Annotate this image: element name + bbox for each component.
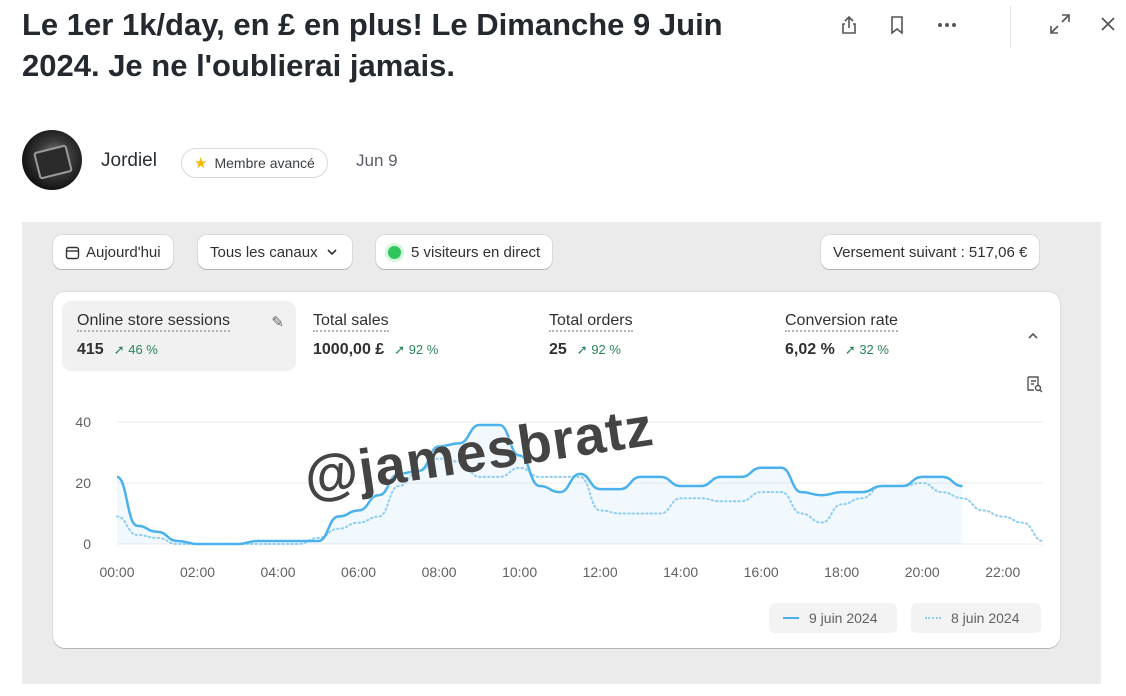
metric-total-sales[interactable]: Total sales 1000,00 £ ➚ 92 % bbox=[298, 301, 532, 371]
metric-label: Online store sessions bbox=[77, 312, 230, 332]
metric-conversion-rate[interactable]: Conversion rate 6,02 % ➚ 32 % bbox=[770, 301, 1004, 371]
channel-filter-button[interactable]: Tous les canaux bbox=[198, 235, 352, 269]
next-payout-button[interactable]: Versement suivant : 517,06 € bbox=[821, 235, 1040, 269]
y-tick-label: 40 bbox=[75, 414, 91, 430]
series-line-current bbox=[116, 423, 963, 546]
bookmark-icon[interactable] bbox=[880, 10, 914, 40]
metric-value: 1000,00 £ bbox=[313, 341, 385, 358]
analyze-report-icon[interactable] bbox=[1024, 374, 1044, 399]
next-payout-label: Versement suivant : 517,06 € bbox=[833, 243, 1028, 261]
metric-total-orders[interactable]: Total orders 25 ➚ 92 % bbox=[534, 301, 768, 371]
channel-filter-label: Tous les canaux bbox=[210, 243, 318, 261]
metric-change: 92 % bbox=[408, 342, 439, 357]
post-date: Jun 9 bbox=[356, 151, 398, 170]
legend-swatch-solid bbox=[783, 617, 799, 619]
x-tick-label: 14:00 bbox=[663, 564, 698, 580]
x-tick-label: 00:00 bbox=[99, 564, 134, 580]
post-title: Le 1er 1k/day, en £ en plus! Le Dimanche… bbox=[22, 7, 723, 83]
arrow-up-right-icon: ➚ bbox=[844, 342, 860, 357]
x-tick-label: 04:00 bbox=[261, 564, 296, 580]
x-tick-label: 16:00 bbox=[744, 564, 779, 580]
x-tick-label: 02:00 bbox=[180, 564, 215, 580]
x-tick-label: 20:00 bbox=[905, 564, 940, 580]
x-tick-label: 10:00 bbox=[502, 564, 537, 580]
arrow-up-right-icon: ➚ bbox=[576, 342, 592, 357]
pencil-icon[interactable]: ✎ bbox=[271, 314, 284, 331]
date-filter-button[interactable]: Aujourd'hui bbox=[53, 235, 173, 269]
metric-change: 46 % bbox=[128, 342, 158, 357]
y-tick-label: 20 bbox=[75, 475, 91, 491]
x-tick-label: 22:00 bbox=[985, 564, 1020, 580]
legend-current[interactable]: 9 juin 2024 bbox=[769, 603, 897, 633]
avatar[interactable] bbox=[22, 130, 82, 190]
metric-label: Total orders bbox=[549, 312, 633, 332]
x-tick-label: 12:00 bbox=[583, 564, 618, 580]
legend-previous[interactable]: 8 juin 2024 bbox=[911, 603, 1041, 633]
chevron-up-icon[interactable] bbox=[1025, 328, 1041, 349]
legend-swatch-dotted bbox=[925, 617, 941, 619]
chevron-down-icon bbox=[327, 249, 337, 256]
date-filter-label: Aujourd'hui bbox=[86, 243, 161, 261]
more-icon[interactable] bbox=[930, 10, 964, 40]
badge-label: Membre avancé bbox=[214, 155, 315, 171]
y-tick-label: 0 bbox=[83, 536, 91, 552]
legend-label: 8 juin 2024 bbox=[951, 610, 1020, 626]
x-tick-label: 08:00 bbox=[422, 564, 457, 580]
metric-sessions[interactable]: Online store sessions 415 ➚ 46 % ✎ bbox=[62, 301, 296, 371]
calendar-icon bbox=[65, 246, 80, 259]
metric-label: Total sales bbox=[313, 312, 389, 332]
expand-icon[interactable] bbox=[1043, 9, 1077, 39]
metric-value: 25 bbox=[549, 341, 567, 358]
arrow-up-right-icon: ➚ bbox=[113, 342, 129, 357]
dashboard-screenshot: Aujourd'hui Tous les canaux 5 visiteurs … bbox=[22, 222, 1101, 684]
sessions-line-chart: 0 20 40 00:00 02:00 04:00 06:00 08:00 10:00 12:00… bbox=[75, 414, 1044, 580]
live-status-dot bbox=[388, 245, 401, 259]
metric-change: 32 % bbox=[859, 342, 889, 357]
arrow-up-right-icon: ➚ bbox=[394, 342, 409, 357]
star-icon: ★ bbox=[194, 155, 208, 172]
metrics-card: Online store sessions 415 ➚ 46 % ✎ Total … bbox=[53, 292, 1060, 648]
author-row: Jordiel ★ Membre avancé Jun 9 bbox=[22, 130, 622, 192]
metric-label: Conversion rate bbox=[785, 312, 898, 332]
live-visitors-label: 5 visiteurs en direct bbox=[411, 243, 541, 261]
author-name[interactable]: Jordiel bbox=[101, 150, 157, 171]
share-icon[interactable] bbox=[832, 10, 866, 40]
metric-change: 92 % bbox=[591, 342, 621, 357]
x-tick-label: 18:00 bbox=[824, 564, 859, 580]
live-visitors-button[interactable]: 5 visiteurs en direct bbox=[376, 235, 553, 269]
x-tick-label: 06:00 bbox=[341, 564, 376, 580]
series-area-current bbox=[117, 425, 963, 544]
member-badge: ★ Membre avancé bbox=[181, 148, 328, 178]
close-icon[interactable] bbox=[1091, 9, 1125, 39]
metric-value: 415 bbox=[77, 341, 104, 358]
divider bbox=[1010, 6, 1011, 48]
metric-value: 6,02 % bbox=[785, 341, 835, 358]
legend-label: 9 juin 2024 bbox=[809, 610, 878, 626]
